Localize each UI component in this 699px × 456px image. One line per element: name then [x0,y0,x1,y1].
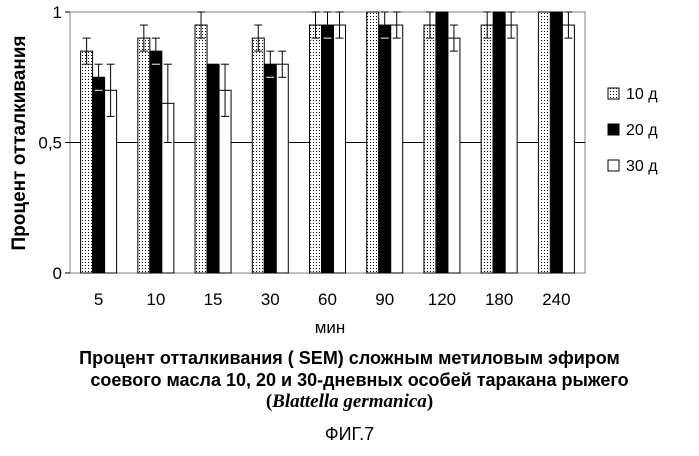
bar [391,25,403,273]
caption-species: Blattella germanica [272,391,427,412]
bar [334,25,346,273]
bar [310,25,322,273]
x-tick-label: 90 [375,290,394,309]
y-tick-label: 0,5 [38,134,62,153]
bar [322,25,334,273]
y-tick-label: 1 [53,3,62,22]
x-tick-labels: 5 10 15 30 60 90 120 180 240 [94,290,571,309]
caption-paren-close: ) [427,391,433,412]
legend: 10 д 20 д 30 д [608,86,658,175]
x-tick-label: 15 [204,290,223,309]
y-axis-label: Процент отталкивания [9,36,30,251]
bar [81,51,93,273]
bar-chart: 00,51 51015306090120180240 Процент оттал… [0,0,699,340]
bar [105,90,117,273]
bar [448,38,460,273]
y-tick-label: 0 [53,264,62,283]
bar [207,64,219,273]
x-tick-label: 60 [318,290,337,309]
legend-label: 20 д [626,122,658,139]
legend-swatch [608,160,619,171]
figure-label: ФИГ.7 [0,424,699,445]
bar [264,64,276,273]
bar [493,12,505,273]
caption-line-3: (Blattella germanica) [0,391,699,413]
x-tick-label: 120 [428,290,456,309]
bar [505,25,517,273]
x-tick-label: 5 [94,290,103,309]
bar [276,64,288,273]
bar [252,38,264,273]
caption-line-2: соевого масла 10, 20 и 30-дневных особей… [0,369,699,391]
bar [424,25,436,273]
x-tick-label: 240 [542,290,570,309]
x-tick-label: 180 [485,290,513,309]
bar [436,12,448,273]
bar [562,25,574,273]
bar [138,38,150,273]
x-tick-label: 30 [261,290,280,309]
bar [195,25,207,273]
legend-swatch [608,124,619,135]
bar [379,25,391,273]
legend-label: 10 д [626,86,658,103]
plot-area [65,12,585,273]
bar [219,90,231,273]
bar [481,25,493,273]
x-tick-label: 10 [146,290,165,309]
bar [367,12,379,273]
bar [150,51,162,273]
bar [550,12,562,273]
legend-swatch [608,88,619,99]
legend-label: 30 д [626,158,658,175]
bar [93,77,105,273]
bar [538,12,550,273]
y-tick-labels: 00,51 [38,3,62,283]
x-axis-label: мин [300,318,360,338]
caption-line-1: Процент отталкивания ( SEM) сложным мети… [0,347,699,369]
